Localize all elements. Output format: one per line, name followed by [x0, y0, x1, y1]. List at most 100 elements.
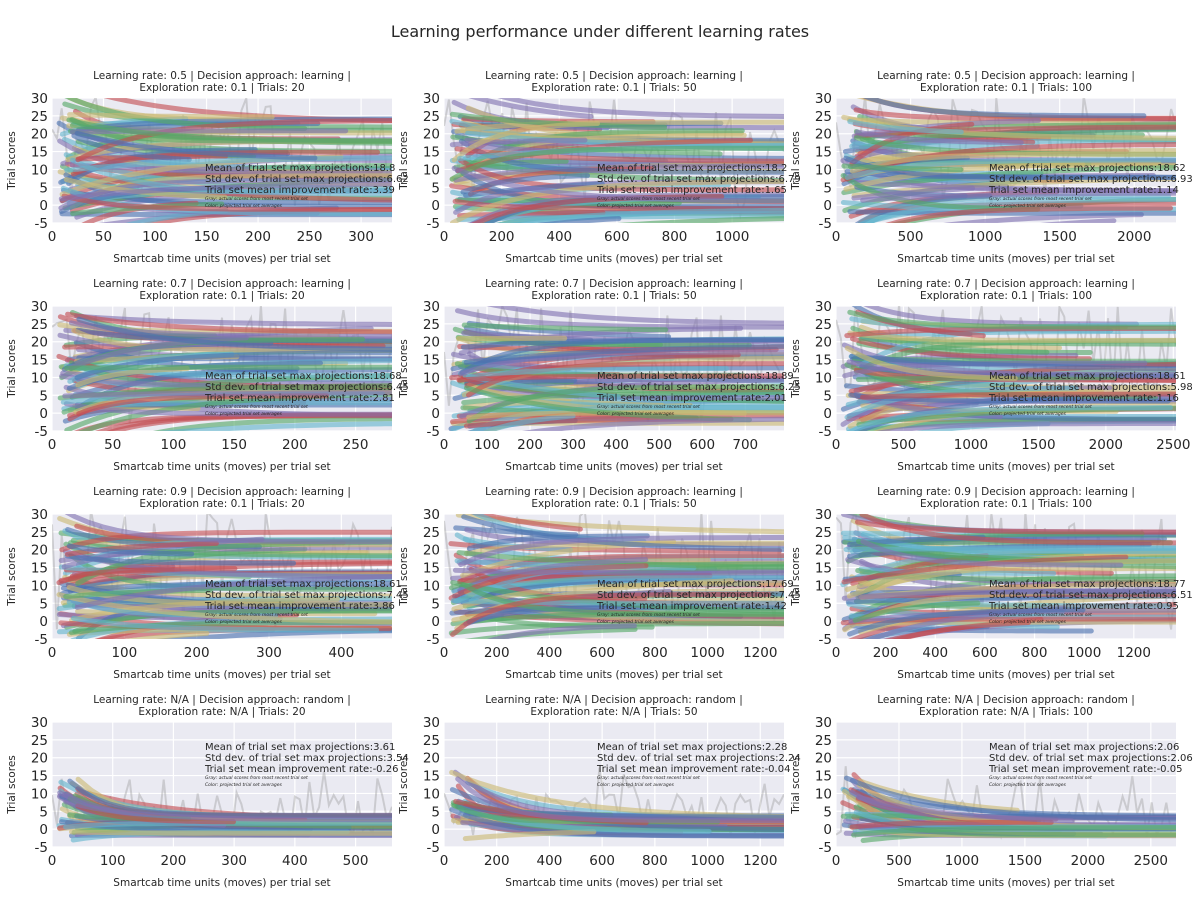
panel-title-line2: Exploration rate: 0.1 | Trials: 20 [139, 82, 304, 94]
x-tick-label: 800 [642, 645, 668, 661]
projection-curve [59, 529, 392, 553]
y-tick-label: 0 [39, 614, 48, 630]
projection-curve [851, 185, 975, 201]
projection-curve [860, 190, 1176, 203]
projection-curve [451, 165, 784, 204]
y-tick-label: 5 [823, 596, 832, 612]
projection-curve [65, 311, 392, 335]
y-tick-label: 5 [39, 180, 48, 196]
x-tick-label: 1000 [968, 229, 1002, 245]
x-tick-label: 1000 [690, 645, 724, 661]
projection-curve [56, 592, 392, 625]
x-tick-label: 500 [886, 853, 912, 869]
y-tick-label: 30 [31, 299, 48, 315]
x-axis-label: Smartcab time units (moves) per trial se… [505, 669, 722, 681]
stat-std-max: Std dev. of trial set max projections:7.… [597, 590, 801, 601]
x-tick-label: 1500 [1021, 437, 1055, 453]
y-axis-label: Trial scores [790, 755, 802, 814]
x-tick-label: 1500 [1008, 853, 1042, 869]
x-tick-label: 500 [646, 437, 672, 453]
projection-curve [844, 775, 1176, 823]
projection-curve [452, 567, 784, 576]
series-group [52, 306, 392, 431]
x-tick-label: 500 [898, 229, 924, 245]
projection-curve [125, 630, 210, 639]
x-tick-label: 0 [832, 229, 841, 245]
y-tick-label: 20 [815, 335, 832, 351]
y-tick-label: 10 [815, 578, 832, 594]
y-tick-label: 25 [423, 733, 440, 749]
x-tick-label: 700 [732, 437, 758, 453]
projection-curve [74, 574, 392, 610]
stat-std-max: Std dev. of trial set max projections:6.… [989, 590, 1193, 601]
x-axis-label: Smartcab time units (moves) per trial se… [505, 253, 722, 265]
projection-curve [64, 553, 296, 566]
projection-curve [849, 353, 1176, 372]
y-tick-label: -5 [819, 424, 832, 440]
panel-3: Learning rate: 0.5 | Decision approach: … [790, 70, 1193, 265]
stat-improvement: Trial set mean improvement rate:3.39 [204, 185, 395, 196]
panel-4: Learning rate: 0.7 | Decision approach: … [6, 278, 409, 473]
x-tick-label: 1000 [715, 229, 749, 245]
stat-mean-max: Mean of trial set max projections:17.69 [597, 579, 794, 590]
y-tick-label: 15 [423, 353, 440, 369]
projection-curve [860, 538, 1124, 568]
projection-curve [71, 615, 380, 633]
x-tick-label: 200 [184, 645, 210, 661]
legend-note-gray: Gray: actual scores from most recent tri… [597, 404, 700, 410]
projection-curve [72, 608, 392, 634]
y-tick-label: -5 [427, 840, 440, 856]
y-tick-label: 15 [423, 561, 440, 577]
y-tick-label: -5 [427, 216, 440, 232]
x-tick-label: 0 [440, 437, 449, 453]
stat-std-max: Std dev. of trial set max projections:5.… [989, 382, 1193, 393]
panel-title-line2: Exploration rate: N/A | Trials: 20 [138, 706, 305, 718]
panel-title-line2: Exploration rate: 0.1 | Trials: 50 [531, 82, 696, 94]
stat-improvement: Trial set mean improvement rate:0.95 [988, 601, 1179, 612]
panel-title-line1: Learning rate: N/A | Decision approach: … [485, 694, 743, 706]
stat-improvement: Trial set mean improvement rate:3.86 [204, 601, 395, 612]
y-tick-label: 30 [31, 91, 48, 107]
y-tick-label: 5 [431, 596, 440, 612]
panel-title-line1: Learning rate: 0.9 | Decision approach: … [485, 486, 743, 498]
projection-curve [451, 580, 784, 612]
projection-curve [74, 350, 392, 381]
x-tick-label: 200 [873, 645, 899, 661]
projection-curve [859, 514, 1176, 546]
projection-curve [851, 825, 1176, 838]
y-tick-label: 0 [431, 822, 440, 838]
projection-curve [68, 552, 392, 592]
y-tick-label: 5 [39, 596, 48, 612]
x-tick-label: 600 [972, 645, 998, 661]
projection-curve [456, 213, 784, 222]
projection-curve [64, 98, 308, 132]
x-axis-label: Smartcab time units (moves) per trial se… [113, 461, 330, 473]
panel-title-line2: Exploration rate: N/A | Trials: 100 [919, 706, 1093, 718]
projection-curve [841, 588, 1176, 601]
legend-note-gray: Gray: actual scores from most recent tri… [989, 612, 1092, 618]
y-tick-label: 25 [815, 317, 832, 333]
x-tick-label: 300 [560, 437, 586, 453]
projection-curve [74, 130, 318, 161]
projection-curve [458, 535, 784, 567]
projection-curve [463, 343, 784, 365]
x-tick-label: 2000 [1071, 853, 1105, 869]
projection-curve [845, 405, 1173, 431]
x-tick-label: 200 [484, 853, 510, 869]
projection-curve [521, 416, 784, 431]
y-tick-label: 0 [823, 822, 832, 838]
stat-improvement: Trial set mean improvement rate:-0.04 [596, 764, 790, 775]
legend-note-color: Color: projected trial set averages [989, 411, 1067, 417]
projection-curve [943, 212, 1144, 223]
y-tick-label: 25 [815, 525, 832, 541]
projection-curve [76, 393, 330, 417]
panel-title-line2: Exploration rate: 0.1 | Trials: 20 [139, 498, 304, 510]
x-tick-label: 1200 [743, 645, 777, 661]
projection-curve [843, 155, 1176, 180]
projection-curve [62, 390, 392, 399]
stat-mean-max: Mean of trial set max projections:18.61 [205, 579, 402, 590]
y-axis-label: Trial scores [6, 755, 18, 814]
y-tick-label: 30 [423, 91, 440, 107]
series-group [836, 514, 1176, 639]
projection-curve [64, 364, 392, 371]
